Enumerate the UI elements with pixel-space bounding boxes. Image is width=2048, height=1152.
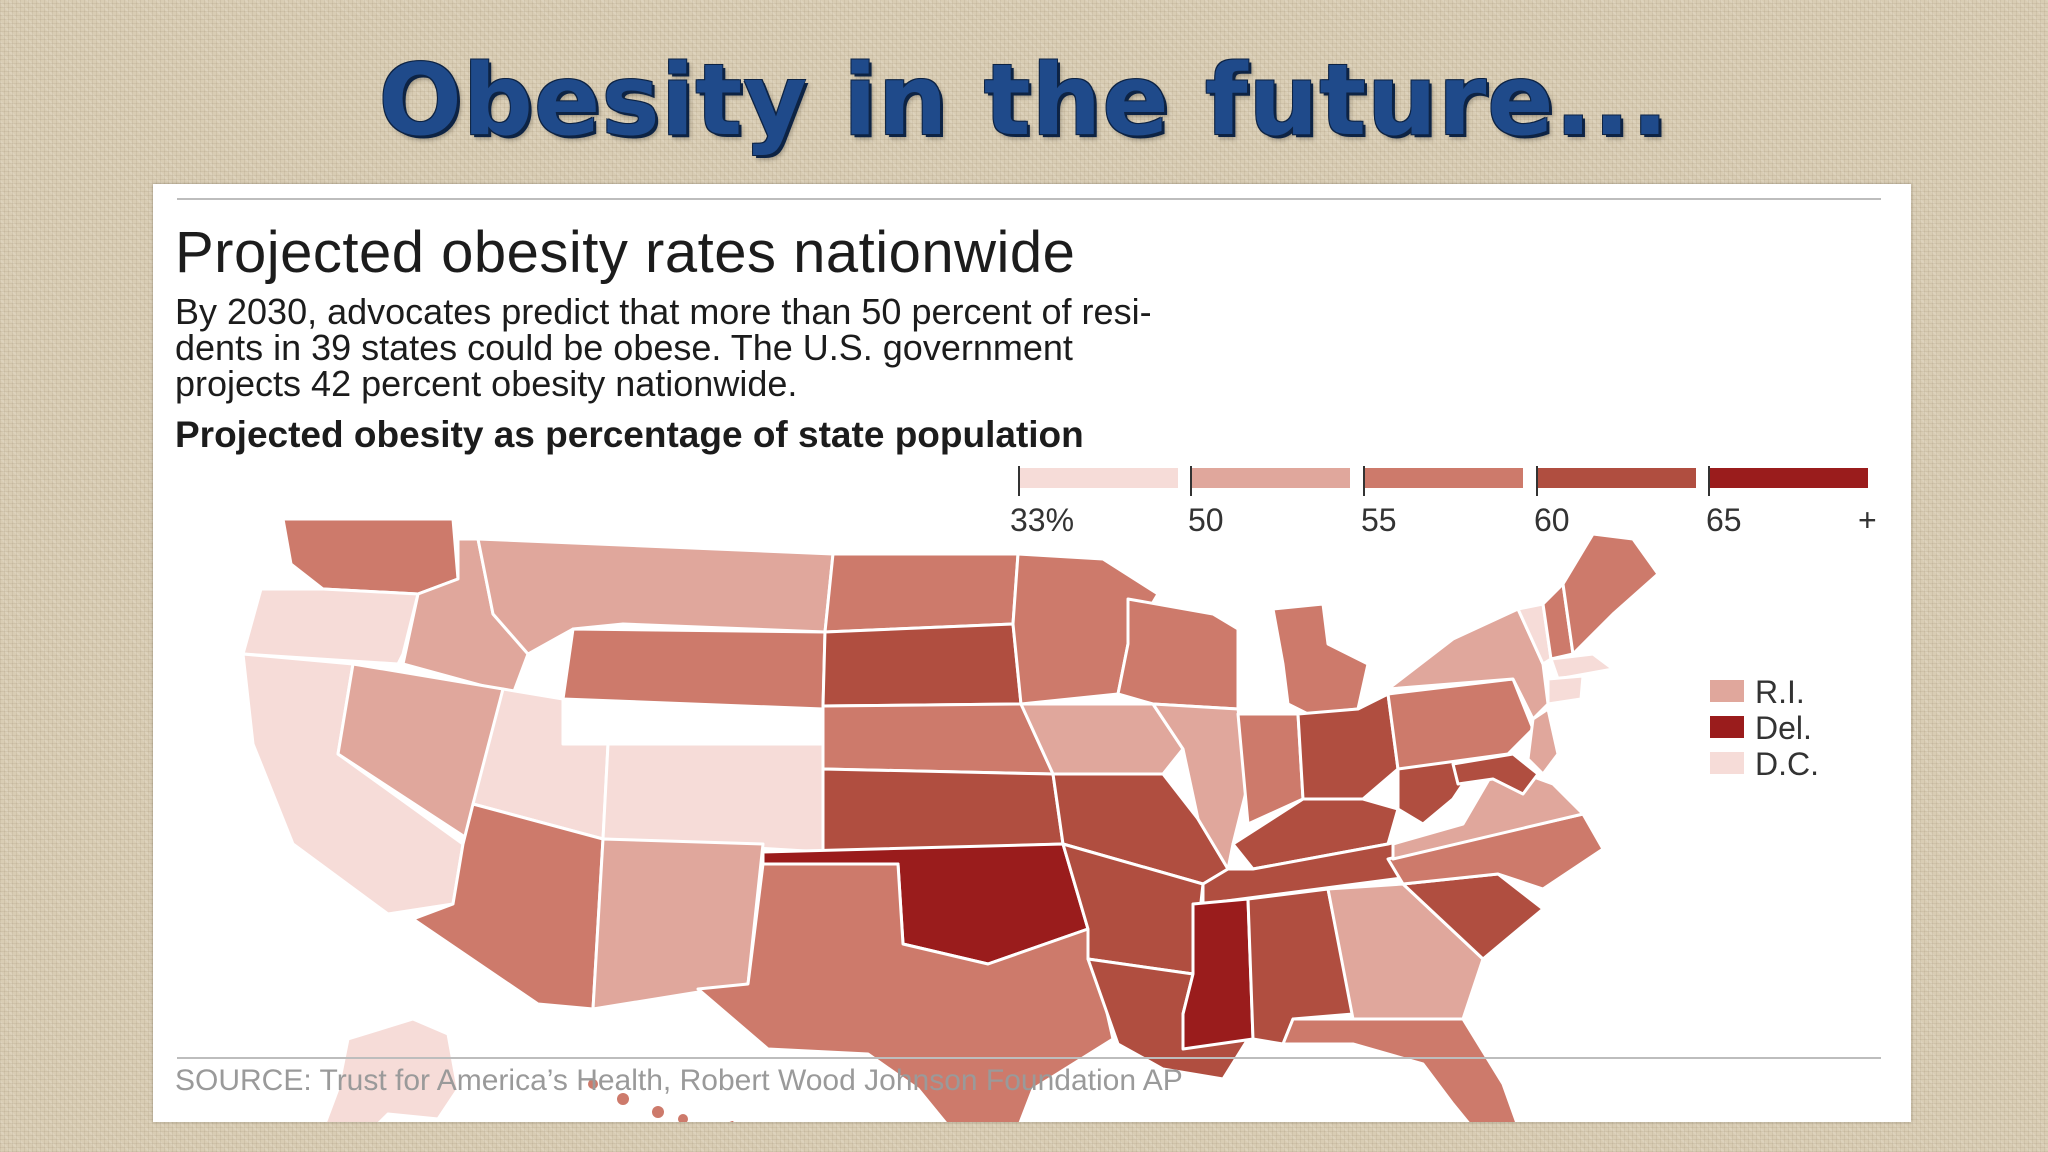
small-state-item: D.C.	[1710, 746, 1910, 782]
state-florida	[1281, 1017, 1519, 1122]
state-new-mexico	[591, 837, 765, 1011]
small-state-swatch	[1710, 716, 1744, 738]
map-description: By 2030, advocates predict that more tha…	[175, 294, 1895, 402]
top-rule	[177, 198, 1881, 200]
state-mississippi	[1181, 897, 1255, 1051]
slide-title: Obesity in the future...	[378, 44, 1670, 158]
state-kansas	[821, 767, 1065, 854]
small-state-swatch	[1710, 752, 1744, 774]
scale-swatch-33	[1018, 468, 1178, 488]
small-state-label: R.I.	[1755, 674, 1805, 710]
state-connecticut	[1546, 674, 1585, 706]
us-choropleth-map	[241, 517, 1660, 1122]
state-massachusetts	[1549, 652, 1615, 681]
hawaii-island	[678, 1114, 688, 1122]
description-line: dents in 39 states could be obese. The U…	[175, 327, 1073, 368]
hawaii-island	[617, 1093, 629, 1105]
infographic-panel: Projected obesity rates nationwide By 20…	[153, 184, 1911, 1122]
scale-tick	[1536, 466, 1538, 496]
scale-label: 65	[1706, 502, 1742, 538]
scale-tick	[1190, 466, 1192, 496]
bottom-rule	[177, 1057, 1881, 1059]
state-nebraska	[821, 702, 1055, 776]
description-line: projects 42 percent obesity nationwide.	[175, 363, 798, 404]
legend-title: Projected obesity as percentage of state…	[175, 414, 1084, 455]
state-wisconsin	[1116, 597, 1240, 711]
state-washington	[281, 517, 460, 596]
state-north-dakota	[823, 552, 1020, 634]
state-south-dakota	[821, 622, 1023, 708]
hawaii-islands	[588, 1079, 688, 1122]
small-state-label: Del.	[1755, 710, 1812, 746]
color-scale-legend: 33% 50 55 60 65 +	[1010, 466, 1888, 538]
state-wyoming	[561, 627, 827, 711]
map-headline: Projected obesity rates nationwide	[175, 220, 1076, 285]
scale-swatch-50	[1190, 468, 1350, 488]
hawaii-island	[652, 1106, 664, 1118]
scale-label: 55	[1361, 502, 1397, 538]
scale-label: +	[1858, 502, 1877, 538]
description-line: By 2030, advocates predict that more tha…	[175, 291, 1152, 332]
small-state-label: D.C.	[1755, 746, 1819, 782]
state-iowa	[1019, 702, 1185, 776]
state-maine	[1561, 532, 1660, 656]
state-oregon	[241, 587, 420, 666]
scale-label: 33%	[1010, 502, 1075, 538]
scale-tick	[1708, 466, 1710, 496]
state-alaska	[324, 1017, 460, 1122]
scale-swatch-65	[1708, 468, 1868, 488]
hawaii-island	[588, 1079, 598, 1089]
source-credit: SOURCE: Trust for America’s Health, Robe…	[175, 1064, 1183, 1097]
scale-swatch-60	[1536, 468, 1696, 488]
scale-label: 50	[1188, 502, 1224, 538]
state-hawaii	[721, 1117, 739, 1122]
state-new-jersey	[1526, 707, 1560, 776]
state-maryland	[1451, 752, 1540, 796]
small-state-swatch	[1710, 680, 1744, 702]
scale-tick	[1363, 466, 1365, 496]
scale-tick	[1018, 466, 1020, 496]
state-new-york	[1386, 607, 1550, 721]
scale-label: 60	[1534, 502, 1570, 538]
small-state-item: Del.	[1710, 710, 1910, 746]
state-virginia	[1391, 762, 1595, 861]
state-colorado	[601, 742, 825, 854]
state-michigan	[1271, 602, 1370, 716]
scale-swatch-55	[1363, 468, 1523, 488]
small-state-item: R.I.	[1710, 674, 1910, 710]
state-georgia	[1326, 882, 1485, 1021]
